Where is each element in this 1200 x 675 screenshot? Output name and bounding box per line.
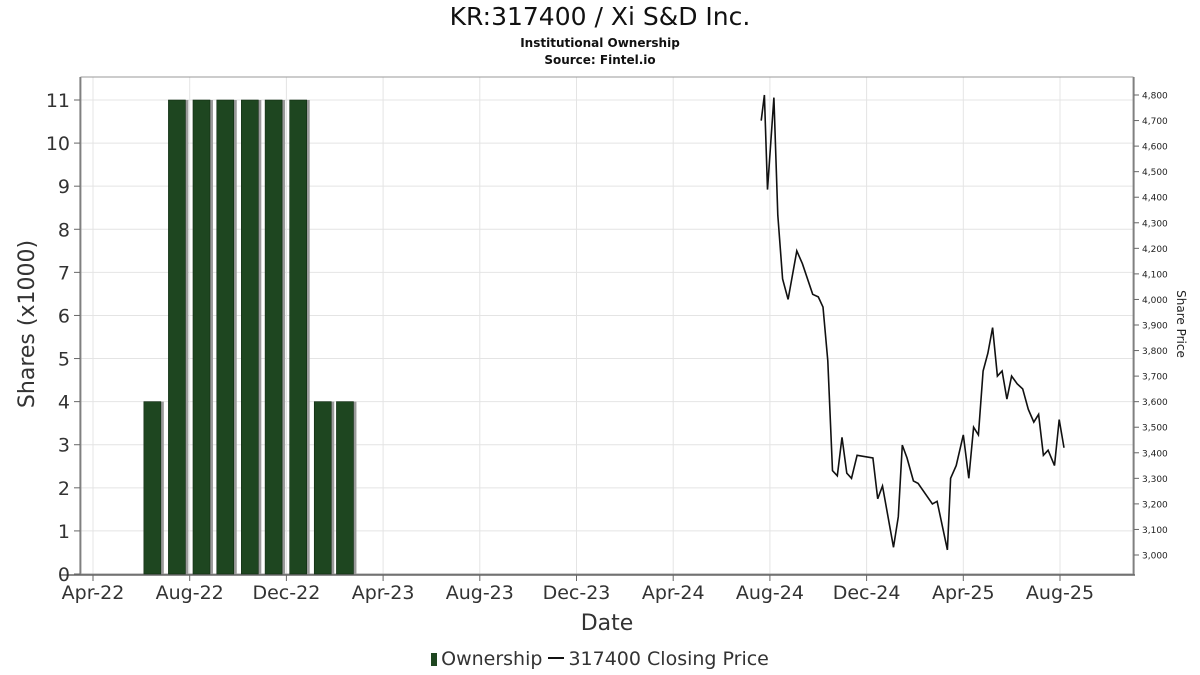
legend-price-swatch	[548, 657, 565, 659]
y2-axis-title: Share Price	[1174, 290, 1188, 358]
ownership-bar	[241, 99, 259, 575]
y2-tick-label: 3,400	[1142, 449, 1168, 459]
y-tick-label: 4	[58, 392, 70, 414]
y-tick-label: 9	[58, 176, 70, 198]
y-axis-title: Shares (x1000)	[15, 240, 40, 408]
ownership-bar	[143, 401, 162, 575]
chart-title: KR:317400 / Xi S&D Inc.	[449, 2, 751, 31]
y-tick-label: 6	[58, 305, 70, 327]
y2-tick-label: 3,700	[1142, 373, 1168, 383]
chart-source: Source: Fintel.io	[544, 53, 656, 67]
y2-tick-label: 3,300	[1142, 475, 1168, 485]
y2-tick-label: 4,400	[1142, 194, 1168, 204]
y-tick-label: 11	[46, 90, 70, 112]
ownership-bar	[264, 99, 283, 575]
y2-tick-label: 3,900	[1142, 322, 1168, 332]
y-tick-label: 3	[58, 435, 70, 457]
y2-tick-label: 3,500	[1142, 424, 1168, 434]
x-tick-label: Aug-22	[156, 582, 224, 604]
chart-subtitle: Institutional Ownership	[520, 36, 680, 50]
ownership-bar	[336, 401, 354, 575]
y2-tick-label: 3,600	[1142, 398, 1168, 408]
x-tick-label: Apr-24	[642, 582, 705, 604]
y-tick-label: 10	[46, 133, 70, 155]
x-tick-label: Aug-25	[1026, 582, 1094, 604]
ownership-bar	[289, 99, 307, 575]
ownership-bars	[143, 99, 357, 575]
y2-tick-label: 3,200	[1142, 500, 1168, 510]
ownership-bar	[313, 401, 332, 575]
y2-tick-label: 3,100	[1142, 526, 1168, 536]
y2-tick-label: 4,000	[1142, 296, 1168, 306]
x-axis-ticks: Apr-22 Aug-22 Dec-22 Apr-23 Aug-23 Dec-23 Apr-…	[62, 575, 1094, 604]
x-tick-label: Apr-25	[932, 582, 995, 604]
grid-lines	[81, 77, 1133, 574]
y-tick-label: 2	[58, 478, 70, 500]
y-tick-label: 5	[58, 349, 70, 371]
x-tick-label: Aug-23	[446, 582, 514, 604]
y-tick-label: 1	[58, 521, 70, 543]
y2-tick-label: 4,500	[1142, 168, 1168, 178]
y2-tick-label: 3,000	[1142, 552, 1168, 562]
price-line	[760, 94, 1065, 551]
y-axis-ticks: 0 1 2 3 4 5 6 7 8 9 10 11	[46, 90, 80, 586]
x-tick-label: Apr-23	[352, 582, 415, 604]
x-axis-title: Date	[581, 611, 634, 636]
x-tick-label: Aug-24	[736, 582, 804, 604]
y2-tick-label: 4,300	[1142, 219, 1168, 229]
y-tick-label: 0	[58, 564, 70, 586]
x-tick-label: Dec-22	[252, 582, 320, 604]
y2-tick-label: 4,600	[1142, 143, 1168, 153]
x-tick-label: Dec-23	[543, 582, 611, 604]
legend: Ownership 317400 Closing Price	[0, 648, 1200, 670]
ownership-bar	[168, 99, 186, 575]
plot-area	[80, 76, 1134, 575]
legend-ownership-swatch	[431, 653, 438, 666]
y2-tick-label: 3,800	[1142, 347, 1168, 357]
y-tick-label: 7	[58, 262, 70, 284]
y-tick-label: 8	[58, 219, 70, 241]
legend-price-label: 317400 Closing Price	[568, 648, 769, 670]
y2-tick-label: 4,700	[1142, 117, 1168, 127]
legend-ownership-label: Ownership	[441, 648, 543, 670]
y2-axis-ticks: 3,000 3,100 3,200 3,300 3,400 3,500 3,600 3,700…	[1134, 92, 1168, 562]
ownership-bar	[216, 99, 235, 575]
ownership-bar	[192, 99, 211, 575]
y2-tick-label: 4,100	[1142, 270, 1168, 280]
x-tick-label: Dec-24	[833, 582, 901, 604]
y2-tick-label: 4,800	[1142, 92, 1168, 102]
y2-tick-label: 4,200	[1142, 245, 1168, 255]
x-tick-label: Apr-22	[62, 582, 125, 604]
